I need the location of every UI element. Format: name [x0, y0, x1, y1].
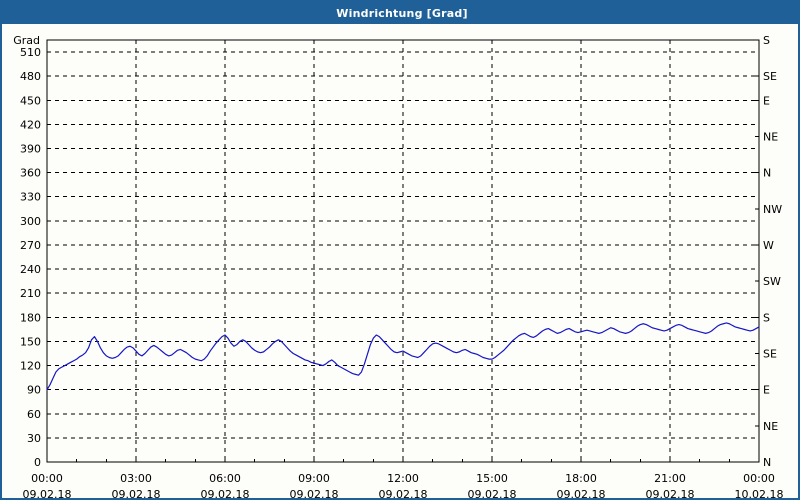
y-axis-tick-label: 330	[20, 191, 41, 204]
y-axis-tick-label: 300	[20, 215, 41, 228]
right-axis-labels: S SE E NE N NW W SW S SE E NE N	[763, 34, 782, 469]
x-axis-date-label: 09.02.18	[201, 488, 250, 498]
right-axis-tick-label: N	[763, 456, 771, 469]
y-axis-tick-label: 210	[20, 287, 41, 300]
right-axis-tick-label: W	[763, 239, 774, 252]
page-title: Windrichtung [Grad]	[336, 6, 468, 20]
right-axis-tick-label: NE	[763, 420, 778, 433]
y-axis-labels: 0 30 60 90 120 150 180 210 240 270 300 330 360 390 420…	[20, 46, 41, 469]
x-axis-time-label: 03:00	[120, 472, 152, 485]
x-axis-date-label: 09.02.18	[468, 488, 517, 498]
right-axis-tick-label: S	[763, 34, 770, 47]
wind-direction-line-chart: 0 30 60 90 120 150 180 210 240 270 300 330 360 390 420…	[13, 34, 784, 498]
window-titlebar: Windrichtung [Grad]	[2, 2, 798, 24]
y-axis-tick-label: 510	[20, 46, 41, 59]
x-axis-time-label: 18:00	[565, 472, 597, 485]
x-axis-date-label: 09.02.18	[646, 488, 695, 498]
y-axis-unit-label: Grad	[13, 34, 40, 47]
x-axis-date-label: 09.02.18	[557, 488, 606, 498]
x-axis-time-label: 00:00	[31, 472, 63, 485]
x-axis-date-label: 09.02.18	[379, 488, 428, 498]
x-axis-time-label: 00:00	[743, 472, 775, 485]
y-axis-tick-label: 360	[20, 167, 41, 180]
grid-layer	[47, 40, 759, 462]
x-axis-date-label: 09.02.18	[290, 488, 339, 498]
y-axis-tick-label: 30	[27, 432, 41, 445]
x-axis-date-label: 09.02.18	[112, 488, 161, 498]
x-axis-time-label: 21:00	[654, 472, 686, 485]
x-axis-date-label: 09.02.18	[23, 488, 72, 498]
x-axis-date-label: 10.02.18	[735, 488, 784, 498]
right-axis-tick-label: SE	[763, 70, 777, 83]
y-axis-tick-label: 120	[20, 360, 41, 373]
right-axis-tick-label: SW	[763, 275, 781, 288]
right-axis-tick-label: S	[763, 311, 770, 324]
chart-canvas: 0 30 60 90 120 150 180 210 240 270 300 330 360 390 420…	[2, 24, 798, 498]
y-axis-tick-label: 240	[20, 263, 41, 276]
x-axis-time-label: 12:00	[387, 472, 419, 485]
right-axis-tick-label: SE	[763, 347, 777, 360]
y-axis-tick-label: 60	[27, 408, 41, 421]
data-series-line	[46, 322, 760, 391]
x-axis-time-label: 09:00	[298, 472, 330, 485]
right-axis-tick-label: NE	[763, 130, 778, 143]
right-axis-tick-label: N	[763, 167, 771, 180]
y-axis-tick-label: 150	[20, 335, 41, 348]
right-axis-tick-label: E	[763, 384, 770, 397]
y-axis-tick-label: 420	[20, 118, 41, 131]
y-axis-tick-label: 90	[27, 384, 41, 397]
right-axis-tick-label: NW	[763, 203, 782, 216]
y-axis-tick-label: 390	[20, 143, 41, 156]
y-axis-tick-label: 0	[34, 456, 41, 469]
x-axis-labels: 00:00 09.02.18 03:00 09.02.18 06:00 09.02.18 0…	[23, 472, 784, 498]
x-axis-time-label: 15:00	[476, 472, 508, 485]
series-layer	[46, 322, 760, 391]
plot-frame	[46, 39, 760, 463]
right-axis-tick-label: E	[763, 94, 770, 107]
y-axis-tick-label: 180	[20, 311, 41, 324]
y-axis-tick-label: 270	[20, 239, 41, 252]
y-axis-tick-label: 450	[20, 94, 41, 107]
y-axis-tick-label: 480	[20, 70, 41, 83]
x-axis-time-label: 06:00	[209, 472, 241, 485]
